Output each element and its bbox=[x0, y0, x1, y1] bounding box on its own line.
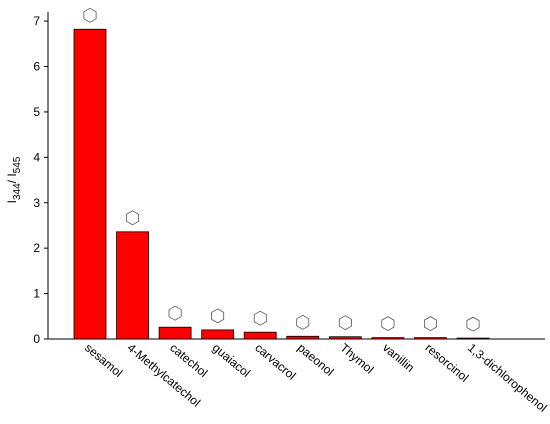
x-tick-label: vanillin bbox=[380, 341, 417, 375]
bar bbox=[371, 337, 405, 340]
y-tick-label: 5 bbox=[33, 105, 40, 119]
bar bbox=[243, 331, 277, 340]
x-tick-label: sesamol bbox=[82, 341, 125, 380]
y-tick-label: 1 bbox=[33, 287, 40, 301]
bar bbox=[73, 28, 107, 340]
molecule-icon bbox=[168, 305, 182, 321]
bar bbox=[158, 326, 192, 340]
y-tick-label: 7 bbox=[33, 14, 40, 28]
molecule-icon bbox=[126, 210, 139, 226]
x-tick-label: carvacrol bbox=[252, 341, 298, 383]
molecule-icon bbox=[381, 316, 395, 332]
molecule-icon bbox=[338, 315, 352, 331]
x-tick-label: Thymol bbox=[337, 341, 376, 377]
y-tick-label: 3 bbox=[33, 196, 40, 210]
bar bbox=[414, 337, 447, 340]
y-label-part: / I bbox=[5, 173, 19, 183]
bar bbox=[116, 231, 149, 340]
y-tick-label: 4 bbox=[33, 150, 40, 164]
y-axis-label: I344/ I545 bbox=[5, 156, 23, 203]
molecule-icon bbox=[83, 7, 97, 23]
y-tick-label: 6 bbox=[33, 60, 40, 74]
bar bbox=[328, 336, 362, 340]
molecule-icon bbox=[253, 310, 267, 326]
molecule-icon bbox=[424, 316, 437, 332]
y-tick-label: 0 bbox=[33, 332, 40, 346]
x-tick-label: resorcinol bbox=[423, 341, 472, 385]
y-tick-label: 2 bbox=[33, 241, 40, 255]
y-label-part: I bbox=[5, 200, 19, 203]
bar bbox=[456, 337, 490, 340]
x-tick-label: 1,3-dichlorophenol bbox=[465, 341, 550, 415]
molecule-icon bbox=[466, 316, 480, 332]
bar bbox=[286, 335, 320, 340]
molecule-icon bbox=[296, 314, 310, 330]
molecule-icon bbox=[211, 308, 225, 324]
x-tick-label: paeonol bbox=[295, 341, 337, 379]
bar bbox=[201, 329, 235, 340]
x-tick-label: guaiacol bbox=[210, 341, 253, 380]
y-label-part: 344 bbox=[12, 183, 23, 200]
x-tick-label: 4-Methylcatechol bbox=[125, 341, 203, 410]
y-label-part: 545 bbox=[12, 156, 23, 173]
